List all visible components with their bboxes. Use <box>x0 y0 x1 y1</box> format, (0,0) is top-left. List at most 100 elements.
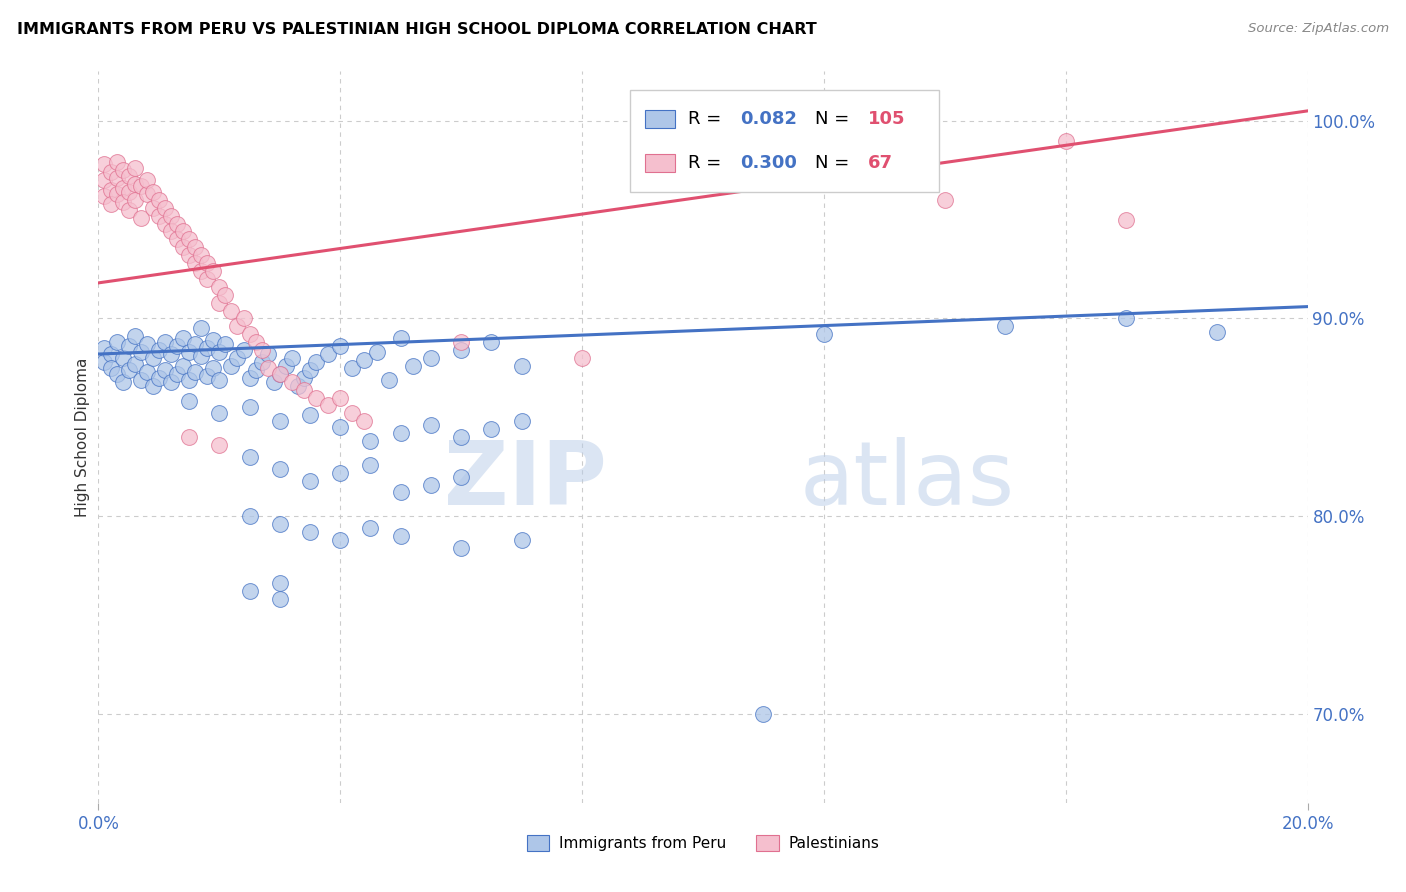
Point <box>135 173 157 187</box>
Point <box>190 264 212 278</box>
Point <box>1115 212 1137 227</box>
Point <box>263 375 285 389</box>
Point <box>316 399 339 413</box>
Text: R =: R = <box>689 153 727 172</box>
Point <box>111 351 134 365</box>
Point <box>245 335 267 350</box>
Point <box>142 378 165 392</box>
Point <box>105 155 128 169</box>
Point <box>299 524 322 539</box>
Point <box>93 157 115 171</box>
Point <box>172 225 194 239</box>
Point <box>93 355 115 369</box>
Point <box>129 211 152 225</box>
Point <box>269 517 291 532</box>
Point <box>166 217 188 231</box>
Point <box>208 345 231 359</box>
Point <box>221 359 243 373</box>
Point <box>93 173 115 187</box>
Point <box>450 430 472 444</box>
Point <box>160 375 183 389</box>
Point <box>184 365 207 379</box>
Text: ZIP: ZIP <box>443 437 606 524</box>
Point <box>420 477 443 491</box>
Point <box>450 335 472 350</box>
Point <box>124 329 146 343</box>
Point <box>184 337 207 351</box>
Point <box>389 529 412 543</box>
Point <box>160 347 183 361</box>
Point <box>402 359 425 373</box>
Point <box>202 360 225 375</box>
Point <box>118 169 141 183</box>
Point <box>105 171 128 186</box>
Point <box>118 185 141 199</box>
Text: atlas: atlas <box>800 437 1015 524</box>
Text: 105: 105 <box>868 110 905 128</box>
Point <box>148 371 170 385</box>
Point <box>274 359 297 373</box>
Point <box>166 339 188 353</box>
Point <box>179 394 201 409</box>
Point <box>232 343 254 357</box>
Point <box>510 359 533 373</box>
Point <box>329 466 352 480</box>
Point <box>179 248 201 262</box>
Point <box>481 335 503 350</box>
Point <box>195 341 218 355</box>
Point <box>226 319 249 334</box>
Point <box>179 430 201 444</box>
Point <box>305 355 328 369</box>
Point <box>208 438 231 452</box>
Point <box>179 345 201 359</box>
Point <box>148 209 170 223</box>
Text: 0.300: 0.300 <box>741 153 797 172</box>
Point <box>148 343 170 357</box>
Point <box>329 533 352 547</box>
Point <box>202 333 225 347</box>
Point <box>153 217 176 231</box>
Point <box>250 355 273 369</box>
Point <box>124 177 146 191</box>
Point <box>256 347 278 361</box>
Point <box>239 584 262 599</box>
Point <box>166 367 188 381</box>
Text: N =: N = <box>815 153 855 172</box>
Point <box>269 461 291 475</box>
Point <box>100 360 122 375</box>
Point <box>389 485 412 500</box>
Point <box>124 357 146 371</box>
Point <box>269 576 291 591</box>
Point <box>239 509 262 524</box>
Point <box>129 345 152 359</box>
Point <box>93 341 115 355</box>
Point <box>389 331 412 345</box>
Point <box>184 256 207 270</box>
Point <box>124 193 146 207</box>
Point <box>100 165 122 179</box>
Point <box>366 345 388 359</box>
Point <box>111 181 134 195</box>
Point <box>299 363 322 377</box>
Point <box>195 256 218 270</box>
Point <box>221 303 243 318</box>
Point <box>269 414 291 428</box>
Point <box>172 240 194 254</box>
Point <box>160 225 183 239</box>
Point <box>195 368 218 383</box>
Point <box>153 363 176 377</box>
Text: IMMIGRANTS FROM PERU VS PALESTINIAN HIGH SCHOOL DIPLOMA CORRELATION CHART: IMMIGRANTS FROM PERU VS PALESTINIAN HIGH… <box>17 22 817 37</box>
Point <box>190 349 212 363</box>
Point <box>510 533 533 547</box>
Point <box>172 359 194 373</box>
Point <box>202 264 225 278</box>
Point <box>353 353 375 368</box>
Point <box>111 194 134 209</box>
Point <box>329 391 352 405</box>
Point <box>195 272 218 286</box>
Point <box>214 287 236 301</box>
Point <box>208 295 231 310</box>
Point <box>148 193 170 207</box>
Point <box>239 371 262 385</box>
Y-axis label: High School Diploma: High School Diploma <box>75 358 90 516</box>
